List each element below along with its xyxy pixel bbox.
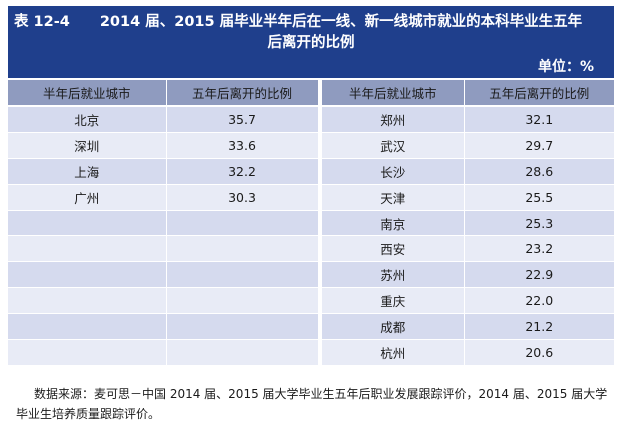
table-cell-city: 杭州 — [322, 339, 465, 366]
column-gap — [318, 339, 322, 366]
table-cell-city: 北京 — [8, 106, 167, 133]
table-cell-value: 32.2 — [166, 158, 319, 185]
table-row: 北京 35.7 郑州 32.1 — [8, 106, 614, 133]
header-ratio-right: 五年后离开的比例 — [464, 80, 614, 107]
table-row: 深圳 33.6 武汉 29.7 — [8, 132, 614, 159]
column-gap — [318, 132, 322, 159]
table-cell-value — [166, 287, 319, 315]
column-gap — [318, 287, 322, 314]
table-title-line-2: 后离开的比例 — [267, 35, 355, 51]
table-cell-city: 广州 — [8, 184, 167, 211]
column-gap — [318, 106, 322, 133]
table-cell-value: 23.2 — [464, 235, 614, 263]
table-cell-value — [166, 210, 319, 237]
column-gap — [318, 184, 322, 211]
table-title-line-1: 2014 届、2015 届毕业半年后在一线、新一线城市就业的本科毕业生五年 — [99, 14, 583, 30]
table-cell-value: 33.6 — [166, 132, 319, 159]
table-cell-city — [8, 313, 167, 341]
table-cell-city — [8, 261, 167, 289]
table-cell-city: 天津 — [322, 184, 465, 211]
table-cell-city — [8, 287, 167, 315]
header-ratio-left: 五年后离开的比例 — [166, 80, 319, 107]
table-cell-city: 南京 — [322, 210, 465, 237]
table-row: 上海 32.2 长沙 28.6 — [8, 158, 614, 185]
table-row: 广州 30.3 天津 25.5 — [8, 184, 614, 211]
column-gap — [318, 80, 322, 106]
table-row: 西安 23.2 — [8, 235, 614, 263]
table-cell-city: 西安 — [322, 235, 465, 263]
table-cell-city: 深圳 — [8, 132, 167, 159]
table-cell-value — [166, 313, 319, 341]
unit-label: 单位：% — [537, 59, 594, 75]
table-cell-city: 成都 — [322, 313, 465, 341]
table-cell-city: 郑州 — [322, 106, 465, 133]
table-cell-value: 20.6 — [464, 339, 614, 366]
table-cell-value: 22.9 — [464, 261, 614, 289]
table-cell-city — [8, 235, 167, 263]
table-cell-value: 32.1 — [464, 106, 614, 133]
table-number: 表 12-4 — [14, 14, 70, 30]
table-cell-value: 30.3 — [166, 184, 319, 211]
table-cell-value — [166, 261, 319, 289]
table-row: 苏州 22.9 — [8, 261, 614, 289]
table-row: 重庆 22.0 — [8, 287, 614, 315]
source-footnote: 数据来源：麦可思－中国 2014 届、2015 届大学毕业生五年后职业发展跟踪评… — [16, 387, 608, 421]
table-cell-value: 29.7 — [464, 132, 614, 159]
table-cell-value: 35.7 — [166, 106, 319, 133]
header-row: 半年后就业城市 五年后离开的比例 半年后就业城市 五年后离开的比例 — [8, 80, 614, 107]
table-row: 成都 21.2 — [8, 313, 614, 341]
table-cell-city: 上海 — [8, 158, 167, 185]
table-cell-value: 22.0 — [464, 287, 614, 315]
column-gap — [318, 261, 322, 288]
table-title: 表 12-4 2014 届、2015 届毕业半年后在一线、新一线城市就业的本科毕… — [14, 12, 608, 54]
table-cell-city: 武汉 — [322, 132, 465, 159]
table-cell-value: 25.3 — [464, 210, 614, 237]
column-gap — [318, 313, 322, 340]
table-row: 南京 25.3 — [8, 210, 614, 237]
unit-bar: 单位：% — [8, 56, 614, 78]
table-cell-city — [8, 339, 167, 366]
column-gap — [318, 158, 322, 185]
table-cell-value — [166, 339, 319, 366]
table-cell-value — [166, 235, 319, 263]
column-gap — [318, 210, 322, 236]
table-cell-value: 21.2 — [464, 313, 614, 341]
table-cell-city: 长沙 — [322, 158, 465, 185]
data-table: 半年后就业城市 五年后离开的比例 半年后就业城市 五年后离开的比例 北京 35.7… — [8, 80, 614, 366]
header-city-left: 半年后就业城市 — [8, 80, 167, 107]
table-row: 杭州 20.6 — [8, 339, 614, 366]
column-gap — [318, 235, 322, 262]
table-cell-city: 重庆 — [322, 287, 465, 315]
table-cell-city: 苏州 — [322, 261, 465, 289]
table-cell-value: 28.6 — [464, 158, 614, 185]
table-cell-city — [8, 210, 167, 237]
table-cell-value: 25.5 — [464, 184, 614, 211]
header-city-right: 半年后就业城市 — [322, 80, 465, 107]
